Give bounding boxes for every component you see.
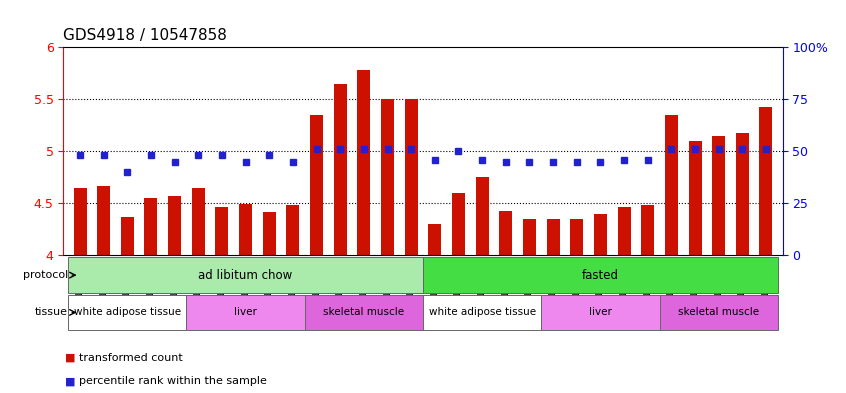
Text: tissue: tissue (36, 307, 69, 318)
Text: percentile rank within the sample: percentile rank within the sample (79, 376, 266, 386)
Bar (168, 196, 181, 255)
Text: ■: ■ (65, 376, 75, 386)
Bar (381, 99, 394, 255)
Bar (547, 219, 559, 255)
Bar (69, 257, 423, 293)
Bar (736, 132, 749, 255)
Text: fasted: fasted (582, 268, 619, 282)
Bar (305, 295, 423, 330)
Bar (263, 212, 276, 255)
Text: skeletal muscle: skeletal muscle (678, 307, 759, 318)
Text: liver: liver (589, 307, 612, 318)
Bar (594, 214, 607, 255)
Bar (216, 206, 228, 255)
Bar (499, 211, 513, 255)
Bar (712, 136, 725, 255)
Bar (97, 185, 110, 255)
Bar (423, 295, 541, 330)
Bar (287, 206, 299, 255)
Bar (69, 295, 186, 330)
Text: liver: liver (234, 307, 257, 318)
Text: white adipose tissue: white adipose tissue (429, 307, 536, 318)
Text: ■: ■ (65, 353, 75, 363)
Bar (357, 70, 371, 255)
Bar (239, 204, 252, 255)
Text: white adipose tissue: white adipose tissue (74, 307, 181, 318)
Bar (74, 188, 86, 255)
Bar (428, 224, 442, 255)
Bar (475, 177, 489, 255)
Text: ad libitum chow: ad libitum chow (199, 268, 293, 282)
Bar (541, 295, 660, 330)
Bar (689, 141, 701, 255)
Bar (423, 257, 777, 293)
Bar (192, 188, 205, 255)
Bar (404, 99, 418, 255)
Text: transformed count: transformed count (79, 353, 183, 363)
Bar (310, 115, 323, 255)
Bar (570, 219, 583, 255)
Bar (145, 198, 157, 255)
Bar (121, 217, 134, 255)
Bar (618, 206, 630, 255)
Bar (186, 295, 305, 330)
Bar (660, 295, 777, 330)
Text: GDS4918 / 10547858: GDS4918 / 10547858 (63, 28, 228, 43)
Bar (760, 107, 772, 255)
Bar (665, 115, 678, 255)
Bar (452, 193, 465, 255)
Bar (333, 84, 347, 255)
Text: skeletal muscle: skeletal muscle (323, 307, 404, 318)
Bar (523, 219, 536, 255)
Text: protocol: protocol (23, 270, 69, 280)
Bar (641, 206, 654, 255)
